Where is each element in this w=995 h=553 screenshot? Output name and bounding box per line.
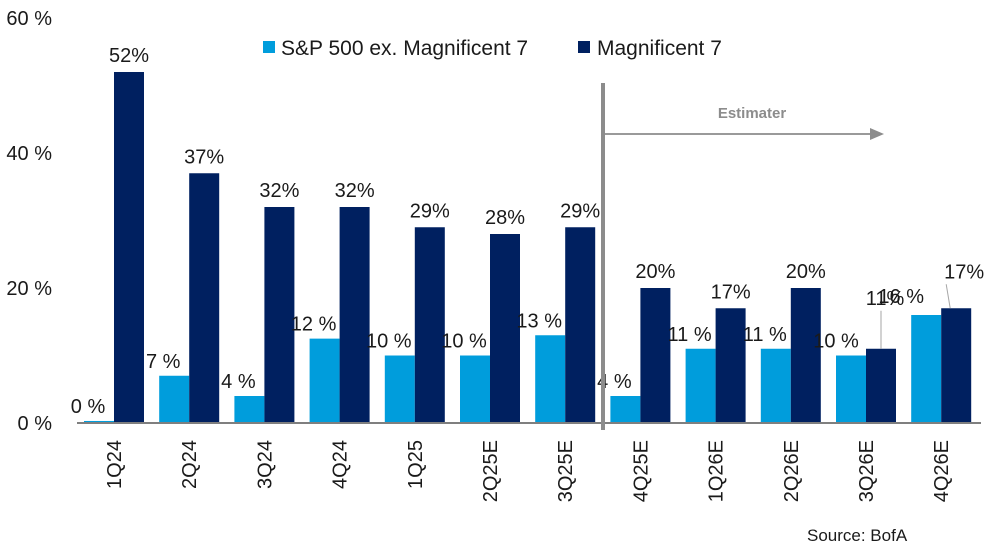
- y-tick-label: 20 %: [6, 278, 52, 300]
- bar-sp500-ex-mag7: [685, 348, 716, 423]
- bar-mag7: [565, 227, 596, 423]
- y-tick-label: 60 %: [6, 8, 52, 30]
- x-tick-label: 3Q24: [254, 440, 276, 489]
- bar-sp500-ex-mag7: [610, 396, 641, 423]
- bar-sp500-ex-mag7: [234, 396, 265, 423]
- data-label-mag7: 20%: [635, 261, 675, 283]
- bar-mag7: [715, 308, 746, 423]
- x-tick-label: 1Q26E: [706, 440, 728, 502]
- bar-mag7: [414, 227, 445, 423]
- bar-sp500-ex-mag7: [911, 315, 942, 423]
- y-tick-label: 0 %: [18, 413, 53, 435]
- data-label-mag7: 11%: [866, 288, 905, 310]
- x-tick-label: 4Q24: [330, 440, 352, 489]
- label-leader-line: [945, 284, 951, 309]
- estimate-arrow-icon: [870, 128, 884, 140]
- source-note: Source: BofA: [807, 526, 908, 545]
- x-tick-label: 4Q26E: [931, 440, 953, 502]
- bar-sp500-ex-mag7: [384, 355, 415, 423]
- data-label-sp500-ex-mag7: 7 %: [146, 351, 181, 373]
- data-label-sp500-ex-mag7: 4 %: [597, 371, 632, 393]
- data-label-sp500-ex-mag7: 12 %: [291, 314, 337, 336]
- data-label-mag7: 29%: [410, 200, 450, 222]
- data-label-mag7: 20%: [786, 261, 826, 283]
- data-label-sp500-ex-mag7: 10 %: [441, 331, 487, 353]
- data-label-sp500-ex-mag7: 10 %: [366, 331, 412, 353]
- data-label-mag7: 37%: [184, 146, 224, 168]
- bar-sp500-ex-mag7: [159, 375, 190, 423]
- bar-mag7: [264, 207, 295, 423]
- bar-mag7: [189, 173, 220, 423]
- x-tick-label: 2Q26E: [781, 440, 803, 502]
- x-tick-label: 3Q25E: [555, 440, 577, 502]
- data-label-sp500-ex-mag7: 0 %: [71, 396, 106, 418]
- data-label-mag7: 28%: [485, 207, 525, 229]
- bar-mag7: [114, 72, 144, 423]
- bar-mag7: [790, 288, 821, 423]
- y-tick-label: 40 %: [6, 143, 52, 165]
- estimate-label: Estimater: [718, 105, 787, 122]
- legend: S&P 500 ex. Magnificent 7 Magnificent 7: [263, 37, 722, 60]
- x-tick-label: 1Q24: [104, 440, 126, 489]
- bar-sp500-ex-mag7: [460, 355, 490, 423]
- data-label-mag7: 52%: [109, 45, 149, 67]
- bar-sp500-ex-mag7: [309, 338, 340, 423]
- legend-label-mag7: Magnificent 7: [597, 37, 722, 60]
- x-tick-label: 2Q24: [179, 440, 201, 489]
- data-label-sp500-ex-mag7: 13 %: [516, 310, 562, 332]
- x-tick-label: 2Q25E: [480, 440, 502, 502]
- bar-sp500-ex-mag7: [535, 335, 566, 423]
- bar-sp500-ex-mag7: [84, 420, 114, 423]
- x-tick-label: 4Q25E: [630, 440, 652, 502]
- data-label-sp500-ex-mag7: 10 %: [813, 331, 859, 353]
- bar-mag7: [866, 348, 896, 423]
- legend-swatch-sp500-ex-mag7: [263, 41, 275, 53]
- x-tick-label: 3Q26E: [856, 440, 878, 502]
- data-label-sp500-ex-mag7: 16 %: [878, 286, 924, 308]
- data-label-mag7: 17%: [711, 281, 751, 303]
- data-label-mag7: 29%: [560, 200, 600, 222]
- bar-mag7: [640, 288, 671, 423]
- data-label-mag7: 17%: [944, 261, 984, 283]
- legend-swatch-mag7: [578, 41, 590, 53]
- bar-sp500-ex-mag7: [836, 355, 866, 423]
- data-label-mag7: 32%: [335, 180, 375, 202]
- bar-sp500-ex-mag7: [760, 348, 791, 423]
- bar-mag7: [490, 234, 520, 423]
- data-label-sp500-ex-mag7: 11 %: [668, 324, 712, 346]
- data-label-sp500-ex-mag7: 4 %: [221, 371, 256, 393]
- bar-mag7: [339, 207, 370, 423]
- legend-label-sp500-ex-mag7: S&P 500 ex. Magnificent 7: [281, 37, 528, 60]
- data-label-mag7: 32%: [259, 180, 299, 202]
- bar-mag7: [941, 308, 972, 423]
- data-label-sp500-ex-mag7: 11 %: [743, 324, 787, 346]
- x-tick-label: 1Q25: [405, 440, 427, 489]
